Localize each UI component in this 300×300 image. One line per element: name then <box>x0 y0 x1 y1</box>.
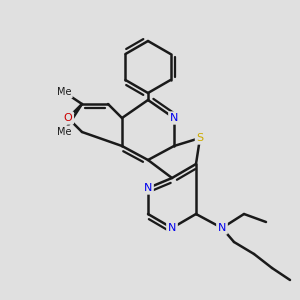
Text: S: S <box>196 133 204 143</box>
Text: Me: Me <box>57 87 71 97</box>
Text: Me: Me <box>57 127 71 137</box>
Text: O: O <box>64 113 72 123</box>
Text: N: N <box>144 183 152 193</box>
Text: N: N <box>218 223 226 233</box>
Text: N: N <box>168 223 176 233</box>
Text: N: N <box>170 113 178 123</box>
